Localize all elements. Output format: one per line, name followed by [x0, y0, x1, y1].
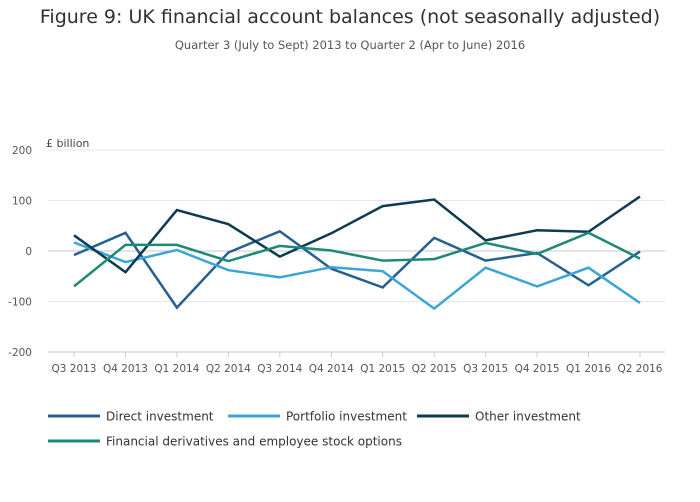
x-tick-label: Q3 2013 — [51, 363, 96, 375]
series-line-0 — [73, 229, 641, 310]
x-tick-label: Q2 2016 — [617, 363, 662, 375]
x-tick-label: Q1 2014 — [154, 363, 199, 375]
y-tick-label: -100 — [8, 297, 32, 309]
chart-title: Figure 9: UK financial account balances … — [39, 6, 661, 28]
gridlines — [48, 149, 665, 353]
y-axis-ticks: 200 100 0 -100 -200 — [8, 145, 32, 359]
x-axis-ticks: Q3 2013 Q4 2013 Q1 2014 Q2 2014 Q3 2014 Q4 20… — [48, 351, 665, 375]
legend: Direct investment Portfolio investment Oth… — [48, 410, 581, 449]
x-tick-label: Q1 2015 — [360, 363, 405, 375]
x-tick-label: Q2 2015 — [412, 363, 457, 375]
x-tick-label: Q4 2015 — [515, 363, 560, 375]
series-lines — [73, 195, 641, 311]
x-tick-label: Q2 2014 — [206, 363, 251, 375]
x-tick-label: Q4 2013 — [103, 363, 148, 375]
legend-item: Financial derivatives and employee stock… — [106, 435, 402, 449]
x-tick-label: Q1 2016 — [566, 363, 611, 375]
legend-item: Other investment — [475, 410, 581, 424]
y-axis-label: £ billion — [46, 137, 89, 150]
y-tick-label: -200 — [8, 347, 32, 359]
series-line-2 — [73, 195, 641, 274]
y-tick-label: 0 — [25, 246, 32, 258]
series-line-1 — [73, 241, 641, 311]
y-tick-label: 200 — [12, 145, 32, 157]
x-tick-label: Q3 2014 — [257, 363, 302, 375]
x-tick-label: Q3 2015 — [463, 363, 508, 375]
legend-item: Direct investment — [106, 410, 214, 424]
legend-item: Portfolio investment — [286, 410, 407, 424]
x-tick-label: Q4 2014 — [309, 363, 354, 375]
y-tick-label: 100 — [12, 196, 32, 208]
chart-subtitle: Quarter 3 (July to Sept) 2013 to Quarter… — [174, 38, 526, 52]
series-line-3 — [73, 231, 641, 288]
